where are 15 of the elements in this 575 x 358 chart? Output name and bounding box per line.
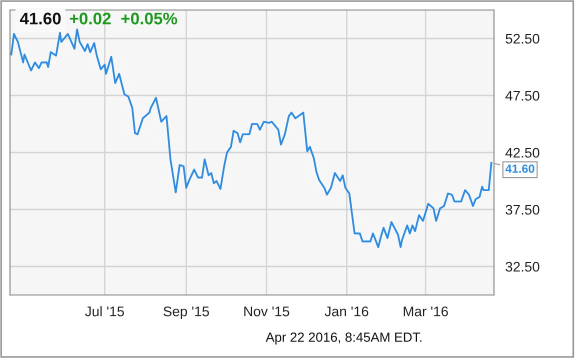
x-tick-label: Mar '16	[404, 306, 448, 316]
x-tick-label: Sep '15	[164, 306, 209, 320]
text: Apr 22 2016, 8:45AM EDT.	[266, 332, 422, 344]
y-tick-label: 42.50	[505, 148, 540, 158]
y-tick-label: 47.50	[505, 90, 540, 101]
x-tick-label: Jul '15	[85, 306, 124, 316]
chart-title: 41.60	[20, 12, 61, 24]
chart-subtitle: +0.02 +0.05%	[70, 12, 178, 24]
x-tick-label: Jan '16	[324, 306, 368, 316]
y-tick-label: 52.50	[506, 34, 540, 44]
y-tick-label: 37.50	[506, 204, 540, 215]
line-series	[10, 28, 492, 248]
x-tick-label: Nov '15	[244, 306, 290, 316]
y-tick-label: 32.50	[506, 262, 540, 272]
data-label: 41.60	[505, 164, 534, 173]
